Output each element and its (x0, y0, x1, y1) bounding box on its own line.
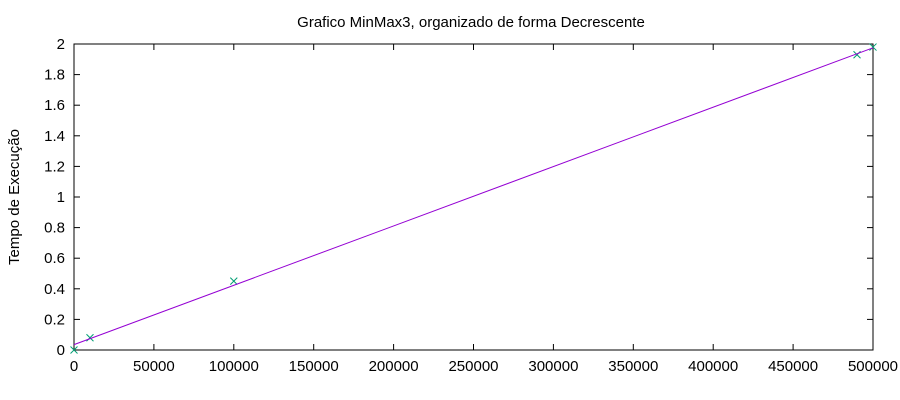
y-axis: 0 0.2 0.4 0.6 0.8 1 1.2 1.4 1.6 1.8 2 (44, 36, 873, 359)
marker-stroke (869, 43, 877, 51)
x-tick-label: 50000 (133, 358, 175, 375)
chart-title: Grafico MinMax3, organizado de forma Dec… (297, 14, 645, 31)
y-tick-label: 1.4 (44, 128, 65, 145)
x-tick-label: 450000 (768, 358, 818, 375)
y-axis-label: Tempo de Execução (6, 129, 23, 265)
x-tick-label: 200000 (369, 358, 419, 375)
y-tick-label: 1.2 (44, 158, 65, 175)
y-tick-label: 1.8 (44, 67, 65, 84)
data-point-marker (229, 277, 238, 286)
y-tick-label: 2 (57, 36, 65, 53)
data-point-marker (869, 43, 877, 51)
x-tick-label: 100000 (209, 358, 259, 375)
x-axis: 0 50000 100000 150000 200000 250000 300000 3500… (70, 44, 898, 375)
x-tick-label: 250000 (448, 358, 498, 375)
plot-border (73, 43, 874, 351)
y-tick-label: 1 (57, 189, 65, 206)
fit-line (73, 47, 874, 346)
series-layer (70, 43, 877, 354)
y-tick-label: 1.6 (44, 97, 65, 114)
x-tick-label: 150000 (289, 358, 339, 375)
marker-stroke (229, 277, 238, 286)
y-tick-label: 0.2 (44, 311, 65, 328)
data-point-marker (70, 346, 78, 354)
y-tick-label: 0.6 (44, 250, 65, 267)
x-tick-label: 500000 (848, 358, 898, 375)
marker-stroke (70, 346, 78, 354)
y-tick-label: 0 (57, 342, 65, 359)
plot-frame (73, 43, 874, 351)
x-tick-label: 300000 (528, 358, 578, 375)
x-tick-label: 0 (70, 358, 78, 375)
x-tick-label: 350000 (608, 358, 658, 375)
y-tick-label: 0.4 (44, 281, 65, 298)
y-tick-label: 0.8 (44, 220, 65, 237)
x-tick-label: 400000 (688, 358, 738, 375)
